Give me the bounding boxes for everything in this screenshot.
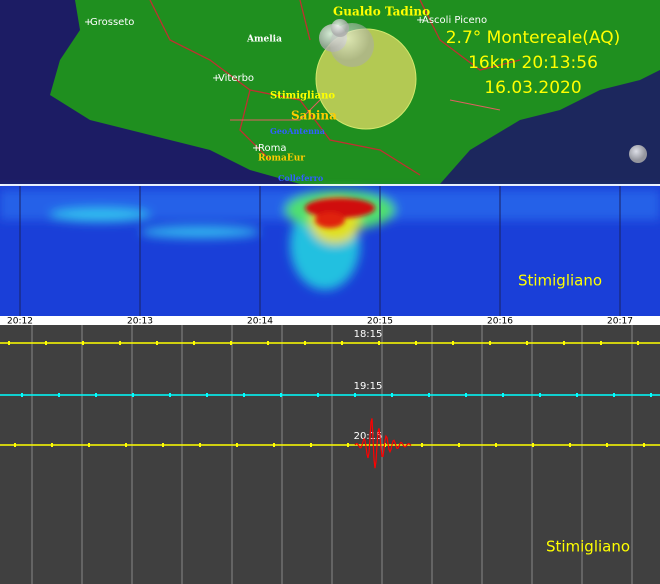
trace-blip [58, 393, 60, 397]
trace-blip [156, 341, 158, 345]
place-marker: + [416, 15, 424, 26]
trace-blip [199, 443, 201, 447]
place-label: Stimigliano [270, 91, 335, 102]
trace-blip [637, 341, 639, 345]
seismogram: 18:15 19:15 20:15 Stimigliano [0, 325, 660, 584]
separator [0, 184, 660, 186]
trace-blip [613, 393, 615, 397]
place-label: Gualdo Tadino [333, 5, 430, 19]
trace-blip [650, 393, 652, 397]
trace-blip [452, 341, 454, 345]
place-marker: + [212, 73, 220, 84]
trace-blip [415, 341, 417, 345]
trace-blip [169, 393, 171, 397]
trace-blip [643, 443, 645, 447]
trace-blip [14, 443, 16, 447]
place-label: Ascoli Piceno [422, 15, 487, 26]
station-label: Stimigliano [518, 272, 602, 290]
trace-blip [354, 393, 356, 397]
station-label: Stimigliano [546, 538, 630, 556]
trace-blip [236, 443, 238, 447]
time-label: 20:17 [607, 317, 633, 327]
trace-blip [95, 393, 97, 397]
trace-blip [532, 443, 534, 447]
trace-blip [495, 443, 497, 447]
trace-blip [576, 393, 578, 397]
trace-blip [125, 443, 127, 447]
time-label: 20:12 [7, 317, 33, 327]
trace-blip [206, 393, 208, 397]
trace-blip [162, 443, 164, 447]
place-label: Grosseto [90, 17, 134, 28]
trace-blip [458, 443, 460, 447]
trace-blip [304, 341, 306, 345]
time-label: 20:13 [127, 317, 153, 327]
hour-label: 19:15 [354, 381, 383, 392]
trace-blip [45, 341, 47, 345]
event-detail: 16km 20:13:56 [468, 53, 598, 73]
place-marker: + [84, 17, 92, 28]
sea [0, 0, 300, 184]
place-label: Viterbo [218, 73, 254, 84]
trace-blip [280, 393, 282, 397]
trace-blip [230, 341, 232, 345]
spectrogram: 20:12 20:13 20:14 20:15 20:16 20:17 Stimiglia… [0, 184, 660, 327]
trace-blip [606, 443, 608, 447]
border [230, 99, 501, 121]
trace-blip [569, 443, 571, 447]
hour-label: 18:15 [354, 329, 383, 340]
trace-blip [310, 443, 312, 447]
time-label: 20:14 [247, 317, 273, 327]
trace-blip [132, 393, 134, 397]
trace-blip [378, 341, 380, 345]
hour-label: 20:15 [354, 431, 383, 442]
trace-blip [489, 341, 491, 345]
trace-blip [563, 341, 565, 345]
trace-blip [526, 341, 528, 345]
trace-blip [421, 443, 423, 447]
trace-blip [51, 443, 53, 447]
trace-blip [347, 443, 349, 447]
trace-blip [88, 443, 90, 447]
trace-blip [267, 341, 269, 345]
trace-blip [8, 341, 10, 345]
trace-blip [465, 393, 467, 397]
border [149, 0, 521, 176]
trace-blip [539, 393, 541, 397]
trace-blip [428, 393, 430, 397]
trace-blip [600, 341, 602, 345]
place-marker: + [252, 143, 260, 154]
trace-blip [21, 393, 23, 397]
trace-blip [82, 341, 84, 345]
place-label: Sabina [291, 109, 337, 123]
event-waveform [354, 418, 412, 469]
event-date: 16.03.2020 [484, 78, 581, 98]
time-axis [0, 316, 660, 325]
trace-blip [193, 341, 195, 345]
trace-blip [119, 341, 121, 345]
trace-blip [502, 393, 504, 397]
place-label: RomaEur [258, 154, 305, 164]
trace-blip [341, 341, 343, 345]
time-label: 20:15 [367, 317, 393, 327]
place-label: Colleferro [278, 173, 324, 183]
trace-blip [391, 393, 393, 397]
trace-blip [243, 393, 245, 397]
time-label: 20:16 [487, 317, 513, 327]
event-circle [331, 19, 349, 37]
place-label: Roma [258, 143, 287, 154]
trace-blip [273, 443, 275, 447]
event-circle [629, 145, 647, 163]
seismogram-bg [0, 325, 660, 584]
event-title: 2.7° Montereale(AQ) [446, 28, 621, 48]
place-label: GeoAntenna [270, 126, 325, 136]
sea [440, 70, 660, 184]
trace-blip [317, 393, 319, 397]
place-label: Amelia [246, 35, 282, 45]
